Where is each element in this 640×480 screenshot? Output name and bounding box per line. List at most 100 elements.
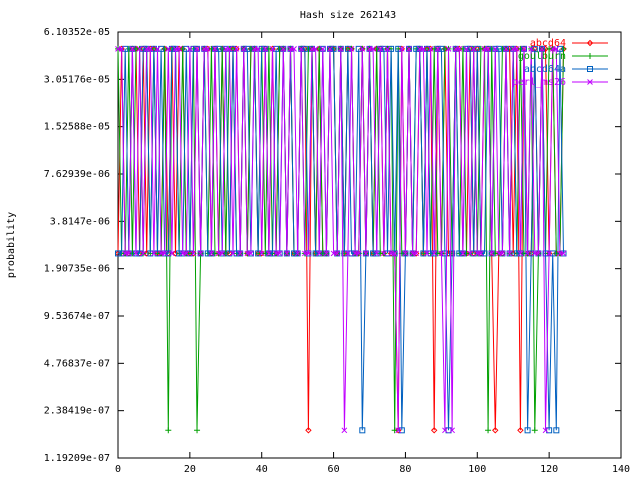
data-point xyxy=(445,427,452,434)
data-point xyxy=(179,45,186,52)
data-point xyxy=(183,250,190,257)
data-point xyxy=(434,46,441,52)
data-point xyxy=(204,46,211,52)
data-point xyxy=(549,250,556,257)
data-point xyxy=(406,46,412,52)
data-point xyxy=(441,250,448,257)
data-point xyxy=(147,250,154,257)
data-point xyxy=(291,250,298,257)
data-point xyxy=(147,46,154,52)
data-point xyxy=(258,250,265,257)
data-point xyxy=(587,66,593,72)
data-point xyxy=(115,250,121,257)
x-tick-label: 0 xyxy=(115,464,121,475)
data-point xyxy=(219,45,226,52)
data-point xyxy=(546,427,553,434)
legend-label: abcd64a xyxy=(524,64,566,75)
data-point xyxy=(298,46,305,52)
data-point xyxy=(194,427,201,434)
data-point xyxy=(456,46,463,52)
data-point xyxy=(456,250,463,257)
x-tick-label: 20 xyxy=(184,464,196,475)
data-point xyxy=(506,45,513,53)
data-point xyxy=(294,250,301,257)
data-point xyxy=(413,250,420,257)
data-point xyxy=(587,53,593,59)
data-point xyxy=(542,45,549,53)
data-point xyxy=(255,250,262,257)
data-point xyxy=(219,250,226,257)
data-point xyxy=(312,46,319,52)
y-tick-label: 1.19209e-07 xyxy=(44,453,110,464)
data-point xyxy=(481,250,488,257)
data-point xyxy=(151,250,157,257)
data-point xyxy=(528,250,535,257)
data-point xyxy=(323,250,330,257)
data-point xyxy=(513,250,520,257)
data-point xyxy=(165,427,172,434)
data-point xyxy=(488,45,495,52)
data-point xyxy=(348,250,355,257)
chart-title: Hash size 262143 xyxy=(300,10,396,21)
data-point xyxy=(412,250,420,257)
data-point xyxy=(140,45,147,52)
data-point xyxy=(316,250,323,257)
data-point xyxy=(190,45,197,52)
data-point xyxy=(273,45,280,52)
data-point xyxy=(438,250,445,257)
data-point xyxy=(449,250,456,257)
data-point xyxy=(463,46,470,52)
data-point xyxy=(391,250,398,257)
data-point xyxy=(370,250,377,257)
y-axis: 1.19209e-07 2.38419e-07 4.76837e-07 9.53674… xyxy=(44,27,621,464)
data-point xyxy=(240,46,247,52)
data-point xyxy=(280,46,287,52)
data-point xyxy=(430,427,438,434)
data-point xyxy=(125,45,132,52)
data-point xyxy=(255,46,261,52)
x-axis: 0 20 40 60 80 100 120 140 xyxy=(115,32,630,475)
data-point xyxy=(208,250,215,257)
y-tick-label: 1.90735e-06 xyxy=(44,264,110,275)
data-point xyxy=(262,46,269,52)
data-point xyxy=(133,250,139,257)
data-point xyxy=(431,45,438,52)
data-point xyxy=(531,45,538,52)
data-point xyxy=(395,45,402,52)
data-point xyxy=(212,46,218,52)
x-tick-label: 120 xyxy=(540,464,558,475)
data-point xyxy=(423,45,430,52)
data-point xyxy=(424,250,430,257)
data-point xyxy=(118,46,125,52)
data-point xyxy=(233,250,240,257)
data-point xyxy=(542,427,549,434)
data-point xyxy=(230,250,236,257)
data-point xyxy=(485,46,491,52)
data-point xyxy=(553,427,560,434)
data-point xyxy=(258,45,265,52)
data-point xyxy=(136,46,143,52)
data-point xyxy=(427,46,434,52)
data-point xyxy=(355,45,362,52)
data-point xyxy=(420,46,427,52)
data-point xyxy=(470,250,477,257)
data-point xyxy=(269,250,276,257)
x-tick-label: 40 xyxy=(256,464,268,475)
data-point xyxy=(330,45,337,52)
data-point xyxy=(129,250,136,257)
data-point xyxy=(258,250,265,257)
y-tick-label: 7.62939e-06 xyxy=(44,169,110,180)
data-point xyxy=(291,46,297,52)
data-point xyxy=(380,45,387,52)
data-point xyxy=(510,250,517,257)
data-point xyxy=(503,46,509,52)
data-point xyxy=(222,250,229,257)
data-point xyxy=(154,250,161,257)
data-point xyxy=(521,46,527,52)
data-point xyxy=(370,46,376,52)
data-point xyxy=(431,250,438,257)
data-point xyxy=(499,250,506,257)
data-point xyxy=(301,45,308,52)
data-point xyxy=(344,45,351,52)
